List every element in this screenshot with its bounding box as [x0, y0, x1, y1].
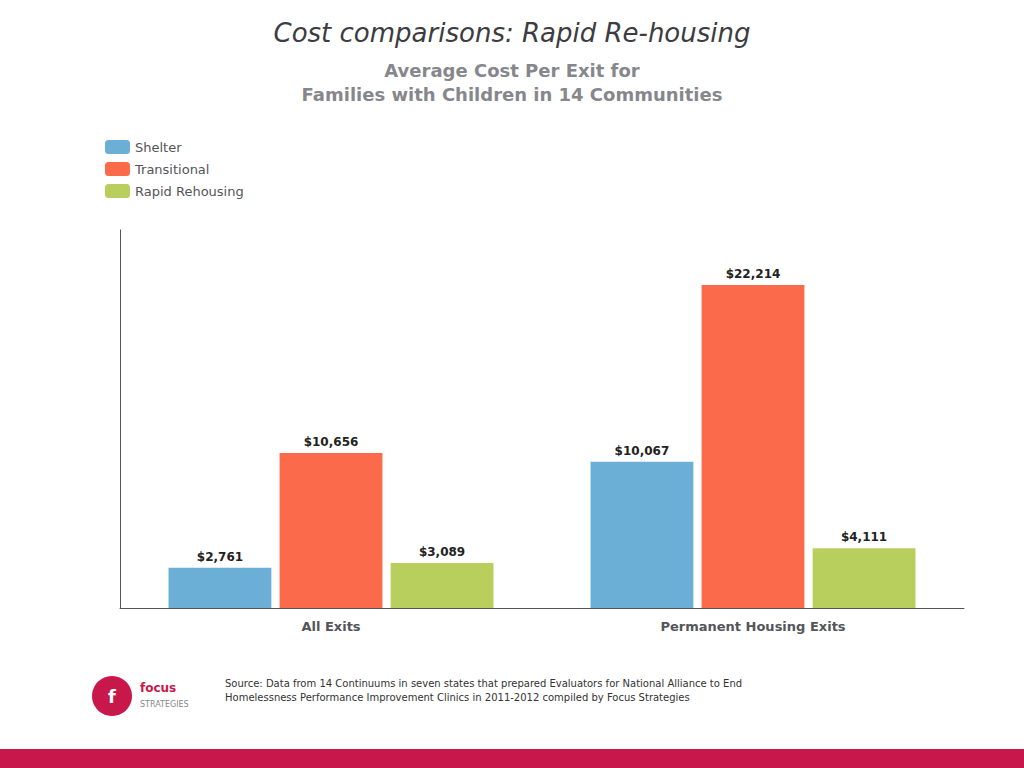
svg-text:Source: Data from 14 Continuum: Source: Data from 14 Continuums in seven…: [225, 678, 742, 689]
svg-text:$4,111: $4,111: [841, 530, 887, 544]
svg-text:Permanent Housing Exits: Permanent Housing Exits: [660, 619, 845, 634]
svg-text:$3,089: $3,089: [419, 545, 465, 559]
svg-text:f: f: [108, 686, 116, 707]
svg-text:focus: focus: [140, 681, 176, 695]
svg-text:Homelessness Performance Impro: Homelessness Performance Improvement Cli…: [225, 692, 690, 703]
svg-text:All Exits: All Exits: [301, 619, 360, 634]
svg-text:Transitional: Transitional: [134, 162, 209, 177]
svg-text:$2,761: $2,761: [197, 550, 243, 564]
svg-text:Average Cost Per Exit for: Average Cost Per Exit for: [384, 60, 639, 81]
svg-text:$22,214: $22,214: [726, 267, 781, 281]
svg-text:Shelter: Shelter: [135, 140, 182, 155]
svg-text:Cost comparisons: Rapid Re-hou: Cost comparisons: Rapid Re-housing: [273, 18, 750, 48]
svg-text:Families with Children in 14 C: Families with Children in 14 Communities: [302, 84, 723, 105]
svg-text:Rapid Rehousing: Rapid Rehousing: [135, 184, 244, 199]
svg-text:$10,656: $10,656: [304, 435, 359, 449]
svg-text:$10,067: $10,067: [615, 444, 670, 458]
svg-text:STRATEGIES: STRATEGIES: [140, 700, 189, 709]
